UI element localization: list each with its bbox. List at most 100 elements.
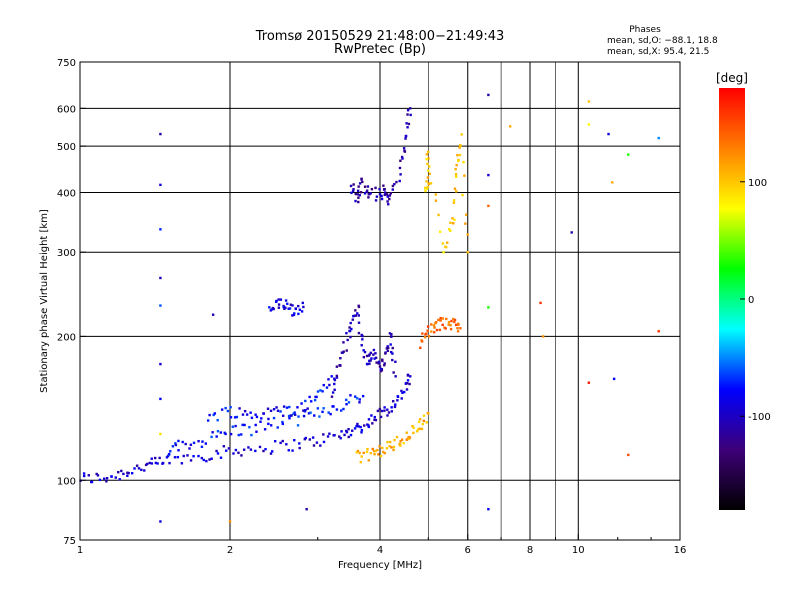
trace-point <box>360 333 363 337</box>
trace-point <box>355 451 358 454</box>
trace-point <box>427 157 430 160</box>
trace-point <box>165 456 169 459</box>
trace-point <box>293 312 296 315</box>
trace-point <box>302 414 306 418</box>
trace-point <box>452 222 455 225</box>
trace-point <box>391 184 395 188</box>
trace-point <box>424 186 427 190</box>
trace-point <box>391 352 394 355</box>
trace-point <box>315 441 319 444</box>
trace-point <box>262 449 265 453</box>
trace-point <box>407 122 411 126</box>
trace-point <box>433 331 436 334</box>
trace-point <box>400 389 403 393</box>
trace-point <box>453 318 457 322</box>
trace-point <box>118 478 121 481</box>
trace-point <box>296 424 300 427</box>
trace-point <box>361 394 365 398</box>
trace-point <box>366 363 369 366</box>
trace-point <box>321 390 324 393</box>
trace-point <box>358 398 361 401</box>
x-tick-label: 1 <box>77 545 83 556</box>
trace-point <box>427 335 431 338</box>
trace-point <box>271 306 275 310</box>
trace-point <box>258 445 262 449</box>
trace-point <box>276 426 279 429</box>
trace-point <box>388 444 391 448</box>
trace-point <box>405 431 408 434</box>
trace-point <box>241 423 244 427</box>
trace-point <box>409 113 412 117</box>
trace-point <box>418 427 421 430</box>
trace-point <box>380 194 383 198</box>
colorbar-tick-label: 0 <box>748 295 754 306</box>
trace-point <box>357 425 360 428</box>
trace-point <box>388 197 391 201</box>
trace-point <box>433 326 436 329</box>
y-tick-label: 75 <box>63 536 76 547</box>
trace-point <box>238 407 241 410</box>
trace-point <box>349 394 352 397</box>
trace-point <box>176 455 180 459</box>
trace-point <box>291 449 294 452</box>
trace-point <box>368 193 371 196</box>
trace-point <box>386 345 389 348</box>
trace-point <box>354 199 357 203</box>
trace-point <box>301 301 305 305</box>
scatter-point <box>487 204 490 208</box>
trace-point <box>321 410 324 414</box>
trace-point <box>391 400 395 403</box>
trace-point <box>461 193 464 197</box>
trace-point <box>348 326 351 329</box>
trace-point <box>171 445 175 448</box>
trace-point <box>390 406 393 409</box>
trace-point <box>441 323 444 327</box>
trace-point <box>255 430 258 433</box>
trace-point <box>254 449 257 453</box>
trace-point <box>269 409 273 413</box>
trace-point <box>352 183 355 186</box>
trace-point <box>331 391 335 394</box>
colorbar-label: [deg] <box>716 71 748 85</box>
trace-point <box>387 346 390 350</box>
trace-point <box>387 411 391 414</box>
trace-point <box>379 367 382 371</box>
scatter-point <box>539 301 542 305</box>
trace-point <box>458 153 462 157</box>
colorbar-ticks: 100 0 -100 <box>740 178 771 423</box>
scatter-point <box>211 313 215 316</box>
scatter-point <box>159 520 162 523</box>
trace-point <box>426 162 429 166</box>
trace-point <box>368 362 371 365</box>
trace-point <box>383 191 387 194</box>
scatter-point <box>570 231 573 234</box>
colorbar-tick-label: 100 <box>748 178 767 189</box>
trace-point <box>355 424 358 428</box>
trace-point <box>383 406 386 409</box>
trace-point <box>426 329 429 332</box>
trace-point <box>306 407 309 410</box>
trace-point <box>313 414 316 417</box>
trace-point <box>453 218 456 221</box>
trace-point <box>374 186 377 190</box>
trace-point <box>362 349 365 352</box>
trace-point <box>304 436 307 440</box>
trace-point <box>298 308 302 311</box>
scatter-point <box>487 173 490 177</box>
trace-point <box>456 330 460 333</box>
data-points <box>79 93 660 523</box>
trace-point <box>348 329 352 333</box>
trace-point <box>383 187 386 191</box>
trace-point <box>387 203 390 206</box>
trace-point <box>356 312 359 315</box>
trace-point <box>369 192 372 195</box>
scatter-point <box>587 123 591 126</box>
trace-point <box>378 445 381 448</box>
trace-point <box>288 405 291 409</box>
trace-point <box>319 389 322 392</box>
trace-point <box>277 298 280 301</box>
trace-point <box>300 310 304 313</box>
trace-point <box>281 439 284 443</box>
trace-point <box>126 474 129 477</box>
trace-point <box>333 377 336 380</box>
